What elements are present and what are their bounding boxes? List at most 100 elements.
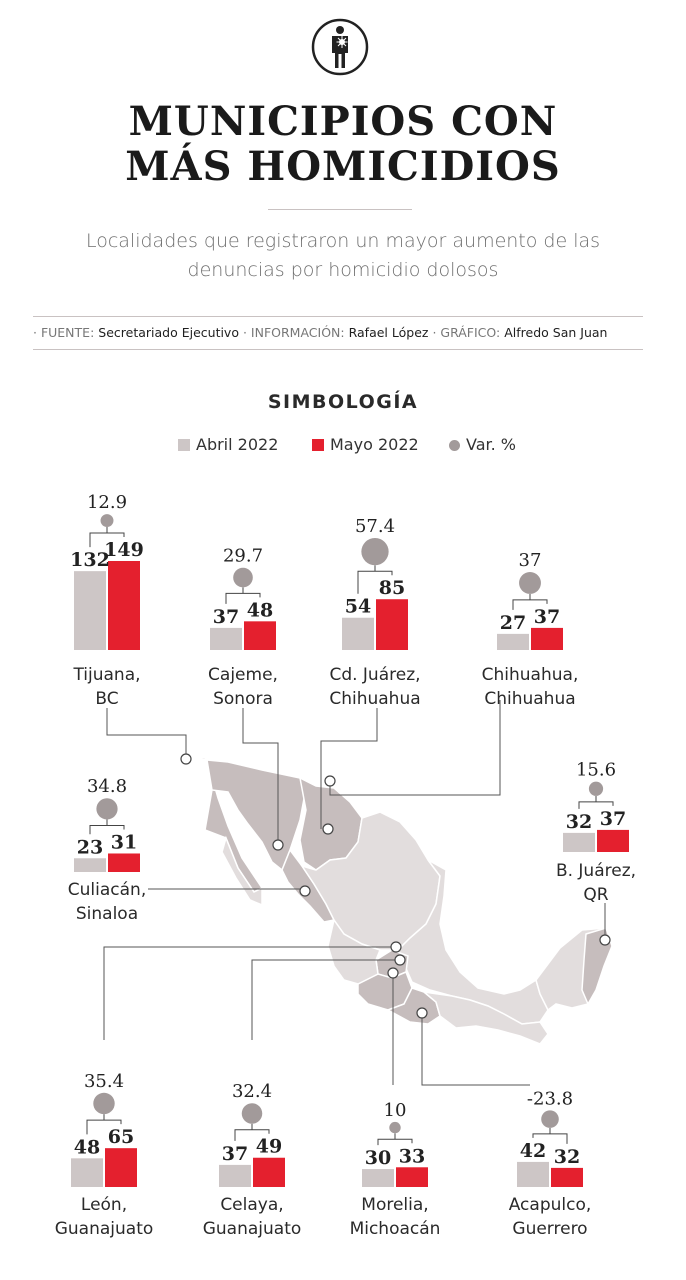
- bar-abril-label: 23: [77, 836, 103, 858]
- map-marker-9: [387, 967, 399, 979]
- municipio-group: 37 49 32.4 Celaya, Guanajuato: [203, 1081, 302, 1239]
- connector-line-3: [320, 708, 378, 829]
- var-circle: [241, 1103, 263, 1124]
- bar-mayo: [396, 1167, 428, 1187]
- bar-mayo-label: 31: [111, 831, 137, 853]
- bar-mayo: [551, 1167, 583, 1187]
- var-label: 10: [384, 1100, 407, 1121]
- bar-abril: [74, 571, 106, 650]
- map-marker-3: [322, 823, 334, 835]
- city-label: Michoacán: [350, 1219, 441, 1239]
- city-label: Acapulco,: [509, 1195, 592, 1215]
- map-south: [421, 990, 549, 1045]
- informacion-value: Rafael López: [348, 325, 429, 340]
- bar-mayo: [376, 599, 408, 650]
- city-label: Guanajuato: [203, 1219, 302, 1239]
- bar-mayo-label: 149: [104, 539, 144, 561]
- var-circle: [233, 567, 253, 588]
- var-label: -23.8: [527, 1088, 573, 1109]
- connector-line-7: [103, 946, 396, 1040]
- bar-abril: [210, 627, 242, 650]
- bar-mayo-label: 33: [399, 1145, 425, 1167]
- var-circle: [361, 537, 389, 566]
- connector-line-1: [106, 708, 187, 759]
- var-label: 29.7: [223, 546, 263, 567]
- map-marker-7: [390, 941, 402, 953]
- map-baja-california-sur: [221, 835, 263, 907]
- var-circle: [519, 572, 541, 594]
- city-label: Morelia,: [361, 1195, 428, 1215]
- var-circle: [389, 1121, 401, 1134]
- legend-mayo: Mayo 2022: [312, 434, 419, 456]
- legend-mayo-swatch: [312, 439, 324, 451]
- var-circle: [588, 781, 604, 796]
- city-label: Tijuana,: [72, 665, 140, 685]
- map-marker-2: [272, 839, 284, 851]
- var-label: 12.9: [87, 492, 127, 513]
- bar-mayo-label: 49: [256, 1136, 282, 1158]
- bar-abril-label: 37: [222, 1143, 248, 1165]
- bar-mayo-label: 65: [108, 1126, 134, 1148]
- var-label: 57.4: [355, 516, 395, 537]
- var-label: 37: [519, 550, 542, 571]
- var-label: 15.6: [576, 760, 616, 781]
- bar-abril-label: 32: [566, 811, 592, 833]
- grafico-label: · GRÁFICO:: [432, 325, 501, 340]
- connector-line-5: [148, 888, 306, 891]
- legend-abril-label: Abril 2022: [196, 435, 279, 454]
- var-label: 34.8: [87, 776, 127, 797]
- bar-mayo: [597, 829, 629, 852]
- connector-line-10: [421, 1013, 530, 1086]
- legend-var-label: Var. %: [466, 435, 516, 454]
- bar-abril-label: 30: [365, 1147, 391, 1169]
- connector-line-4: [329, 700, 501, 796]
- map-marker-8: [394, 954, 406, 966]
- bar-mayo: [253, 1157, 285, 1187]
- city-label: BC: [95, 689, 118, 709]
- credits-bar: · FUENTE: Secretariado Ejecutivo · INFOR…: [33, 316, 643, 350]
- city-label: Sonora: [213, 689, 273, 709]
- title-line-1: MUNICIPIOS CON: [128, 98, 558, 145]
- municipio-group: 30 33 10 Morelia, Michoacán: [350, 1100, 441, 1239]
- bar-mayo: [531, 627, 563, 650]
- bar-abril-label: 37: [213, 606, 239, 628]
- bar-abril: [563, 832, 595, 852]
- municipio-group: 48 65 35.4 León, Guanajuato: [55, 1071, 154, 1239]
- municipio-group: 54 85 57.4 Cd. Juárez, Chihuahua: [329, 516, 420, 709]
- bar-abril: [219, 1164, 251, 1187]
- var-circle: [96, 798, 118, 820]
- city-label: Celaya,: [220, 1195, 283, 1215]
- grafico-value: Alfredo San Juan: [504, 325, 608, 340]
- bar-mayo: [108, 561, 140, 650]
- legend-title: SIMBOLOGÍA: [267, 391, 419, 413]
- var-circle: [541, 1110, 559, 1128]
- connector-line-8: [251, 959, 400, 1040]
- map-marker-5: [299, 885, 311, 897]
- city-label: Sinaloa: [76, 904, 138, 924]
- city-label: Guerrero: [512, 1219, 587, 1239]
- bar-abril-label: 48: [74, 1136, 100, 1158]
- bar-mayo: [108, 853, 140, 872]
- bar-abril-label: 27: [500, 612, 526, 634]
- bar-mayo-label: 37: [600, 808, 626, 830]
- bar-mayo-label: 85: [379, 577, 405, 599]
- map-marker-4: [324, 775, 336, 787]
- municipio-group: 32 37 15.6 B. Juárez, QR: [556, 760, 636, 905]
- legend-var: Var. %: [449, 434, 516, 456]
- city-label: Cajeme,: [208, 665, 278, 685]
- legend-abril: Abril 2022: [178, 434, 278, 456]
- city-label: Chihuahua: [329, 689, 420, 709]
- bar-abril-label: 132: [70, 549, 110, 571]
- municipio-group: 37 48 29.7 Cajeme, Sonora: [208, 546, 278, 709]
- city-label: Guanajuato: [55, 1219, 154, 1239]
- bar-abril: [362, 1169, 394, 1187]
- map-marker-6: [599, 934, 611, 946]
- bar-abril: [71, 1158, 103, 1187]
- title-line-2: MÁS HOMICIDIOS: [125, 143, 561, 190]
- legend-var-dot: [449, 440, 460, 451]
- legend-mayo-label: Mayo 2022: [330, 435, 419, 454]
- connectors: [103, 700, 611, 1086]
- city-label: Chihuahua,: [482, 665, 579, 685]
